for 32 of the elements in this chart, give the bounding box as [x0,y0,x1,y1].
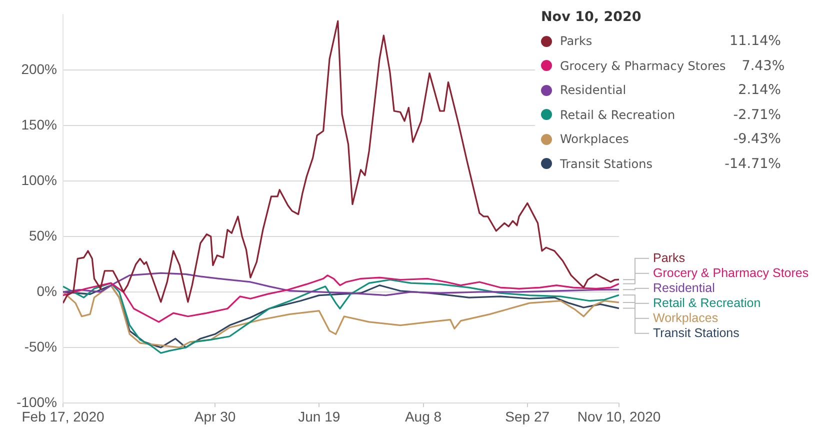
text: Retail & Recreation [653,296,761,310]
legend-label: Retail & Recreation [560,108,676,122]
text: Transit Stations [653,326,740,340]
legend-title: Nov 10, 2020 [541,9,642,25]
y-tick-label: 200% [21,60,57,77]
x-tick-label: Aug 8 [404,408,442,424]
y-tick-label: 100% [21,172,57,188]
legend-label: Transit Stations [560,156,654,171]
text: Residential [653,280,715,295]
x-tick-label: Apr 30 [194,408,236,424]
y-tick-label: 50% [28,227,57,244]
y-tick-label: -50% [24,338,57,354]
text: Grocery & Pharmacy Stores [653,266,809,280]
x-tick-label: Feb 17, 2020 [22,408,104,424]
text: -9.43% [733,131,781,148]
text: -14.71% [724,156,781,172]
text: 11.14% [730,33,781,50]
text: 7.43% [742,58,785,74]
text: Workplaces [653,310,718,325]
legend-label: Workplaces [560,132,630,146]
y-tick-label: 0% [36,282,57,299]
text: Parks [653,250,685,265]
text: 2.14% [738,82,781,98]
x-tick-label: Sep 27 [505,408,550,424]
x-tick-label: Nov 10, 2020 [577,408,661,424]
legend-label: Residential [560,83,628,98]
x-tick-label: Jun 19 [298,408,340,424]
legend-label: Grocery & Pharmacy Stores [560,58,726,73]
y-tick-label: 150% [21,116,57,132]
y-tick-label: -100% [16,394,57,410]
text: -2.71% [733,106,781,123]
legend-label: Parks [560,34,594,48]
